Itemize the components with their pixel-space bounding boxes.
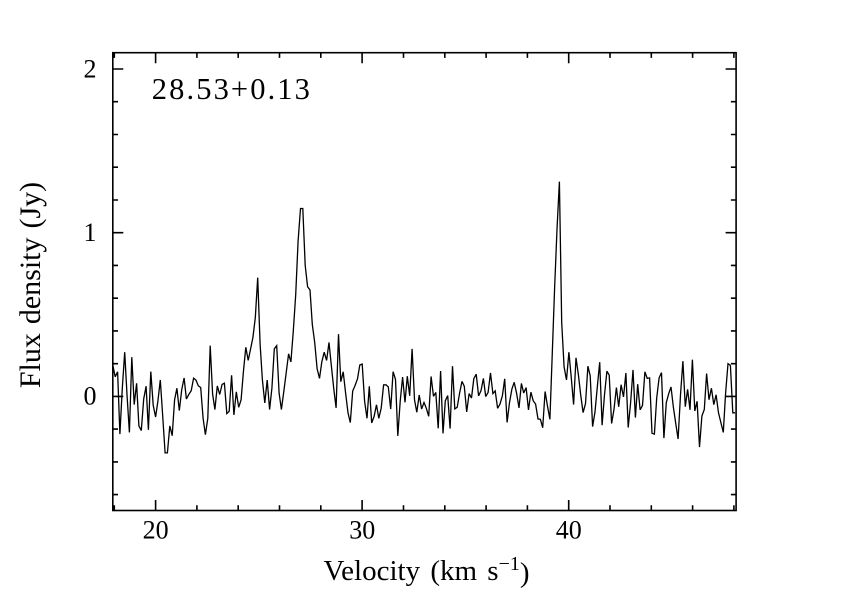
svg-text:1: 1 <box>84 218 97 247</box>
svg-text:0: 0 <box>84 382 97 411</box>
svg-text:Flux density (Jy): Flux density (Jy) <box>14 182 47 388</box>
svg-text:28.53+0.13: 28.53+0.13 <box>152 72 312 106</box>
svg-text:20: 20 <box>143 516 169 545</box>
svg-text:30: 30 <box>349 516 375 545</box>
svg-text:2: 2 <box>84 54 97 83</box>
svg-text:40: 40 <box>556 516 582 545</box>
svg-text:Velocity (km s−1): Velocity (km s−1) <box>323 553 529 589</box>
